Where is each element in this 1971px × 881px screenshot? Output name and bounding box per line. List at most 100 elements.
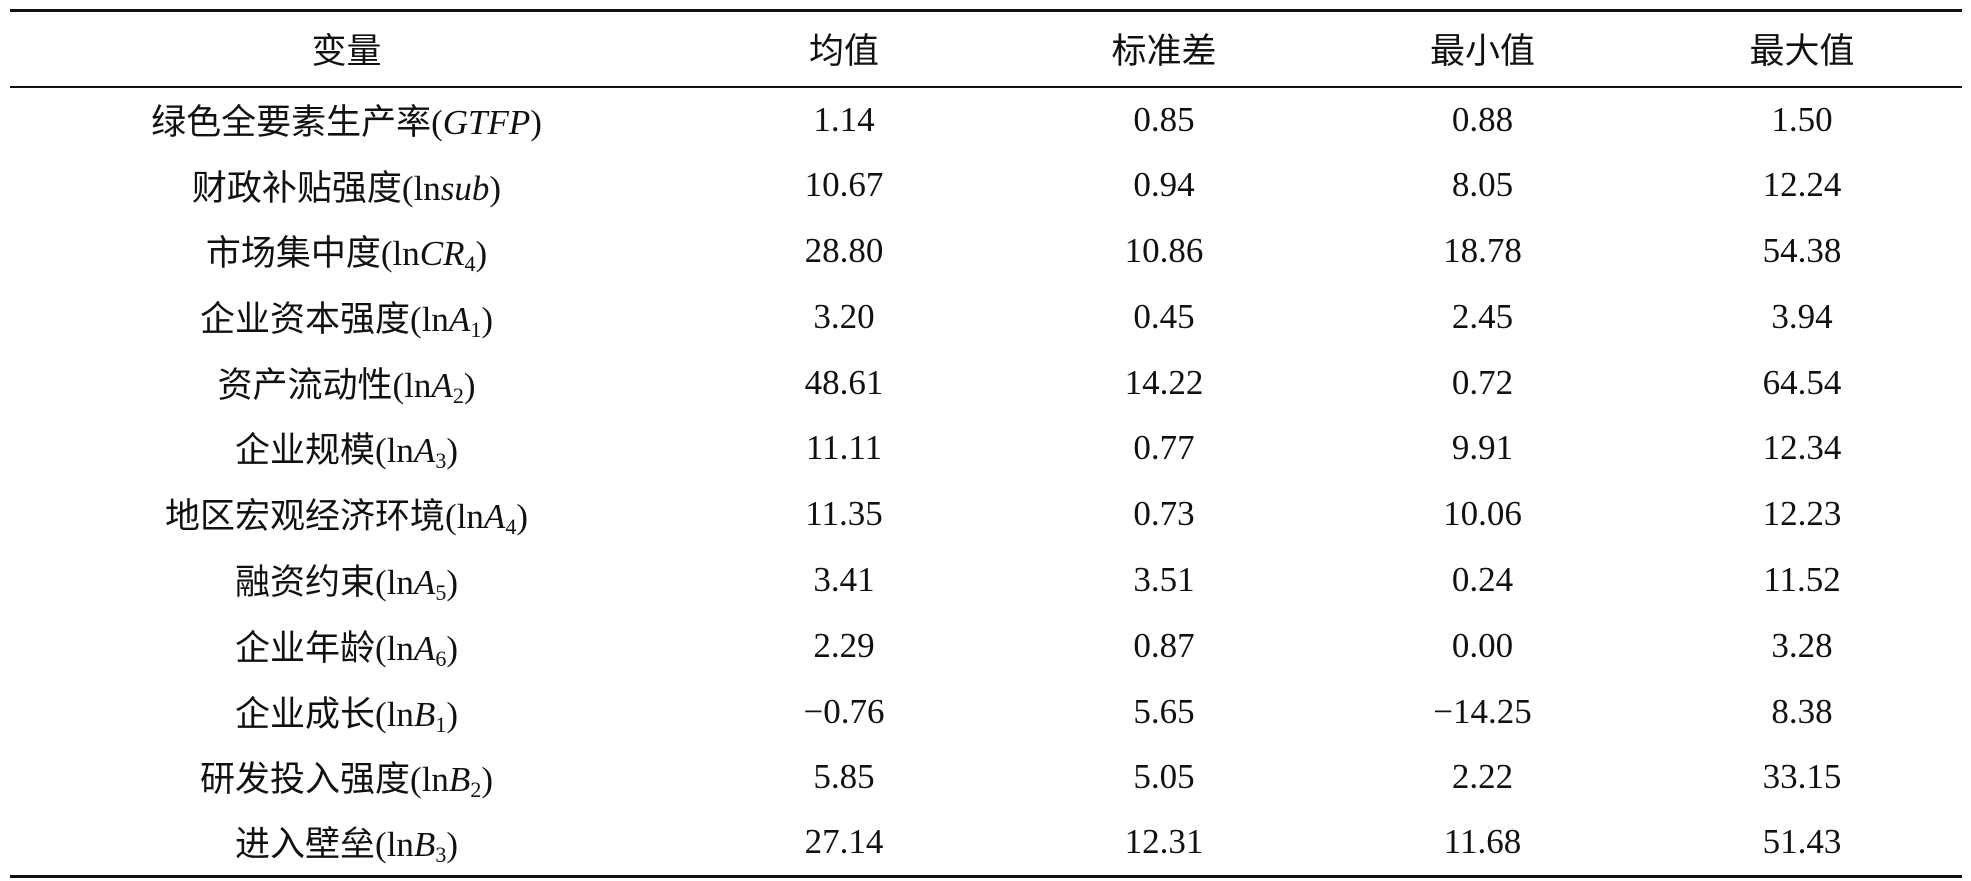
value-cell: 0.88 [1451, 99, 1514, 139]
table-row: 研发投入强度(lnB2) 5.85 5.05 2.22 33.15 [10, 744, 1962, 810]
header-cell: 最小值 [1429, 32, 1535, 72]
value-cell: 10.86 [1124, 230, 1204, 270]
variable-symbol: A [431, 365, 453, 405]
value-cell: 3.94 [1771, 296, 1833, 336]
value-cell: 8.05 [1451, 165, 1514, 205]
variable-cell: 融资约束(lnA5) [10, 547, 683, 613]
log-prefix: ln [386, 694, 414, 734]
value-cell: 1.50 [1771, 99, 1833, 139]
value-cell: 51.43 [1762, 822, 1842, 862]
value-cell: 12.23 [1762, 494, 1842, 534]
value-cell: −14.25 [1433, 691, 1532, 731]
paren: ) [446, 694, 458, 734]
log-prefix: ln [386, 825, 414, 865]
value-cell: 5.85 [813, 757, 875, 797]
value-cell: 12.24 [1762, 165, 1842, 205]
table-row: 企业年龄(lnA6) 2.29 0.87 0.00 3.28 [10, 613, 1962, 679]
variable-symbol: CR [419, 233, 465, 273]
subscript: 1 [435, 711, 447, 737]
paren: ) [446, 562, 458, 602]
value-cell: 5.05 [1133, 757, 1195, 797]
header-cell: 变量 [311, 32, 382, 72]
value-cell: 0.85 [1133, 99, 1195, 139]
header-cell: 最大值 [1749, 32, 1855, 72]
table-row: 企业资本强度(lnA1) 3.20 0.45 2.45 3.94 [10, 284, 1962, 350]
value-cell: 0.73 [1133, 494, 1195, 534]
log-prefix: ln [386, 562, 414, 602]
value-cell: 0.94 [1133, 165, 1195, 205]
paren: ) [530, 103, 542, 143]
variable-name: 进入壁垒( [235, 825, 387, 865]
variable-cell: 地区宏观经济环境(lnA4) [10, 481, 683, 547]
paren: ) [481, 760, 493, 800]
variable-symbol: B [413, 694, 436, 734]
variable-name: 绿色全要素生产率( [151, 103, 443, 143]
variable-cell: 企业年龄(lnA6) [10, 613, 683, 679]
paren: ) [481, 299, 493, 339]
variable-name: 企业年龄( [235, 628, 387, 668]
subscript: 5 [435, 579, 447, 605]
log-prefix: ln [386, 628, 414, 668]
paren: ) [446, 628, 458, 668]
variable-name: 资产流动性( [217, 365, 405, 405]
value-cell: 2.29 [813, 625, 875, 665]
value-cell: 3.41 [813, 559, 875, 599]
value-cell: 0.77 [1133, 428, 1195, 468]
variable-symbol: A [413, 628, 436, 668]
subscript: 4 [505, 514, 517, 540]
value-cell: 48.61 [804, 362, 884, 402]
variable-cell: 企业成长(lnB1) [10, 679, 683, 745]
value-cell: 0.24 [1451, 559, 1514, 599]
variable-cell: 研发投入强度(lnB2) [10, 744, 683, 810]
value-cell: 2.22 [1451, 757, 1514, 797]
variable-name: 市场集中度( [205, 233, 393, 273]
table-row: 财政补贴强度(lnsub) 10.67 0.94 8.05 12.24 [10, 152, 1962, 218]
value-cell: 3.28 [1771, 625, 1833, 665]
subscript: 6 [435, 645, 447, 671]
variable-symbol: GTFP [442, 103, 531, 143]
variable-cell: 资产流动性(lnA2) [10, 350, 683, 416]
variable-symbol: A [413, 431, 436, 471]
log-prefix: ln [386, 431, 414, 471]
table-header: 变量 均值 标准差 最小值 最大值 [10, 10, 1962, 87]
subscript: 1 [470, 316, 482, 342]
log-prefix: ln [421, 760, 449, 800]
paren: ) [463, 365, 476, 405]
paren: ) [516, 497, 528, 537]
variable-cell: 进入壁垒(lnB3) [10, 810, 683, 876]
value-cell: 18.78 [1443, 230, 1522, 270]
value-cell: 54.38 [1762, 230, 1842, 270]
value-cell: 28.80 [804, 230, 884, 270]
variable-name: 财政补贴强度( [191, 168, 414, 208]
paren: ) [446, 431, 458, 471]
value-cell: 8.38 [1771, 691, 1833, 731]
table-row: 地区宏观经济环境(lnA4) 11.35 0.73 10.06 12.23 [10, 481, 1962, 547]
variable-cell: 市场集中度(lnCR4) [10, 218, 683, 284]
variable-symbol: A [448, 299, 471, 339]
variable-name: 研发投入强度( [200, 760, 422, 800]
paren: ) [446, 825, 458, 865]
header-row: 变量 均值 标准差 最小值 最大值 [10, 10, 1962, 87]
subscript: 3 [435, 448, 447, 474]
value-cell: 11.11 [805, 428, 883, 468]
value-cell: 3.51 [1133, 559, 1195, 599]
table-row: 融资约束(lnA5) 3.41 3.51 0.24 11.52 [10, 547, 1962, 613]
value-cell: 11.68 [1443, 822, 1522, 862]
log-prefix: ln [392, 233, 420, 273]
variable-symbol: A [483, 497, 506, 537]
value-cell: 14.22 [1124, 362, 1204, 402]
value-cell: 11.35 [805, 494, 883, 534]
value-cell: 0.87 [1133, 625, 1195, 665]
value-cell: 27.14 [804, 822, 884, 862]
subscript: 3 [435, 842, 447, 868]
header-cell: 均值 [808, 32, 879, 72]
table-row: 企业成长(lnB1) −0.76 5.65 −14.25 8.38 [10, 679, 1962, 745]
value-cell: 2.45 [1451, 296, 1514, 336]
paren: ) [475, 233, 488, 273]
value-cell: 3.20 [813, 296, 875, 336]
table-row: 资产流动性(lnA2) 48.61 14.22 0.72 64.54 [10, 350, 1962, 416]
value-cell: 0.45 [1133, 296, 1195, 336]
stats-table: 变量 均值 标准差 最小值 最大值 绿色全要素生产率(GTFP) 1.14 0.85 0.88… [10, 9, 1962, 878]
variable-symbol: B [413, 825, 436, 865]
value-cell: 9.91 [1451, 428, 1514, 468]
